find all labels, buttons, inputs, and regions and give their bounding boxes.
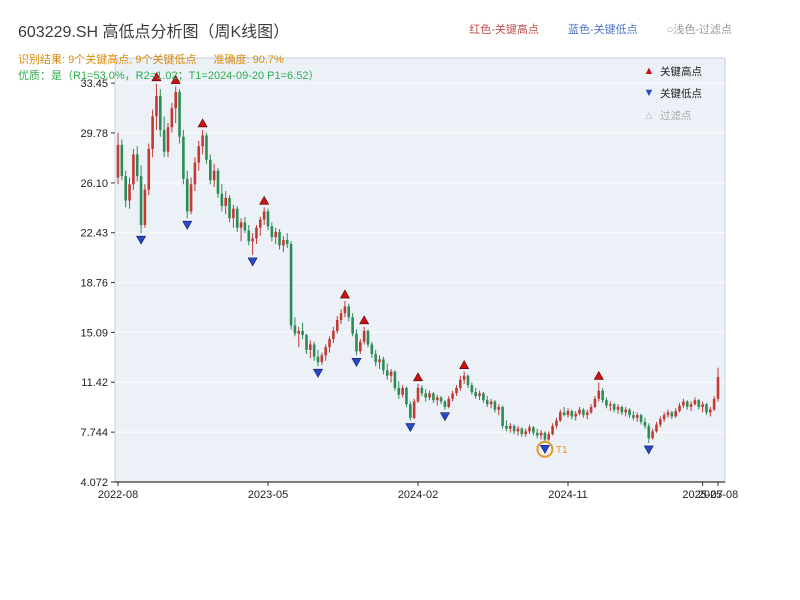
plot-legend-item-low: ▼ 关键低点 — [642, 82, 702, 104]
svg-text:29.78: 29.78 — [80, 128, 108, 140]
accuracy-value: 准确度: 90.7% — [213, 54, 284, 66]
filter-triangle-icon: △ — [645, 109, 653, 120]
plot-legend-filter-label: 过滤点 — [660, 109, 692, 122]
svg-text:2023-05: 2023-05 — [248, 489, 288, 501]
svg-text:2024-11: 2024-11 — [548, 489, 588, 501]
recognition-result: 识别结果: 9个关键高点, 9个关键低点 准确度: 90.7% — [18, 51, 284, 67]
svg-text:26.10: 26.10 — [80, 178, 108, 190]
plot-legend-high-label: 关键高点 — [660, 65, 702, 78]
plot-legend: ▲ 关键高点 ▼ 关键低点 △ 过滤点 — [642, 60, 702, 126]
svg-text:22.43: 22.43 — [80, 228, 108, 240]
plot-legend-item-filter: △ 过滤点 — [642, 104, 702, 126]
result-counts: 识别结果: 9个关键高点, 9个关键低点 — [18, 54, 197, 66]
svg-text:7.744: 7.744 — [80, 427, 108, 439]
key-high-triangle-icon: ▲ — [643, 65, 655, 77]
quality-line: 优质：是（R1=53.0%，R2=1.02；T1=2024-09-20 P1=6… — [18, 70, 320, 82]
plot-legend-low-label: 关键低点 — [660, 87, 702, 100]
svg-text:15.09: 15.09 — [80, 327, 108, 339]
svg-text:11.42: 11.42 — [81, 377, 108, 389]
legend-filter-label: ○浅色-过滤点 — [666, 24, 732, 36]
svg-text:2024-02: 2024-02 — [398, 489, 438, 501]
legend-key-low-label: 蓝色-关键低点 — [567, 24, 638, 36]
svg-text:4.072: 4.072 — [80, 477, 108, 489]
svg-text:T1: T1 — [556, 445, 568, 456]
page-title: 603229.SH 高低点分析图（周K线图） — [18, 24, 290, 41]
legend-key-high-label: 红色-关键高点 — [469, 24, 539, 36]
svg-text:33.45: 33.45 — [80, 78, 108, 90]
top-legend: 红色-关键高点 蓝色-关键低点 ○浅色-过滤点 — [469, 21, 732, 37]
svg-text:18.76: 18.76 — [80, 278, 108, 290]
svg-text:2025-08: 2025-08 — [698, 489, 738, 501]
plot-legend-item-high: ▲ 关键高点 — [642, 60, 702, 82]
svg-text:2025-07: 2025-07 — [682, 489, 722, 501]
svg-text:2022-08: 2022-08 — [98, 489, 138, 501]
key-low-triangle-icon: ▼ — [643, 87, 655, 99]
